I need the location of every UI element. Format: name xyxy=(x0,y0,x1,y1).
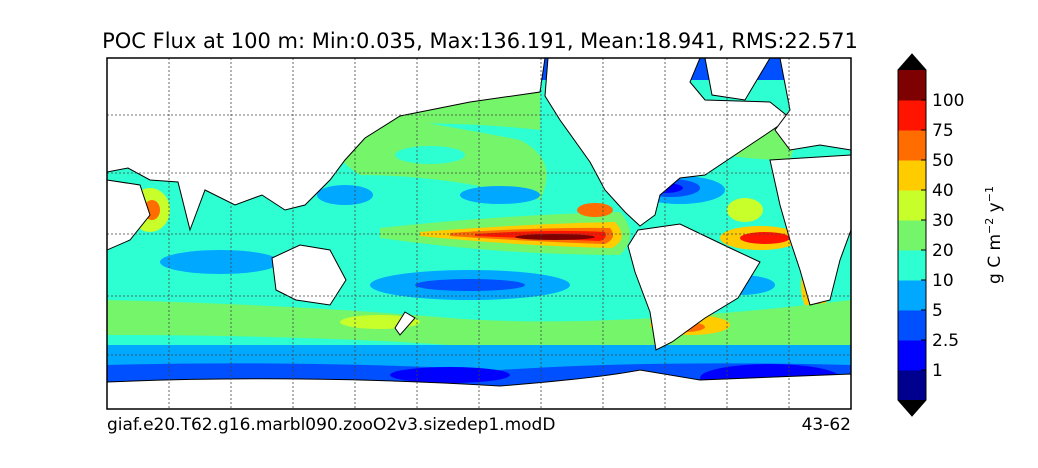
colorbar-label: g C m−2 y−1 xyxy=(983,186,1005,284)
case-name: giaf.e20.T62.g16.marbl090.zooO2v3.sizede… xyxy=(107,415,555,435)
land xyxy=(774,58,851,151)
land xyxy=(394,311,416,336)
land xyxy=(271,244,347,306)
land xyxy=(107,179,151,251)
graticule xyxy=(107,58,851,409)
colorbar-tick-label: 40 xyxy=(932,181,954,201)
colorbar-outline xyxy=(897,53,927,417)
extend-bottom xyxy=(898,400,926,416)
colorbar-tick-label: 5 xyxy=(932,301,943,321)
colorbar-tick-label: 50 xyxy=(932,151,954,171)
colorbar-band xyxy=(898,100,926,131)
colorbar-tick-label: 75 xyxy=(932,121,954,141)
colorbar-band xyxy=(898,310,926,341)
colorbar-band xyxy=(898,370,926,401)
field xyxy=(390,367,510,383)
field xyxy=(577,203,613,217)
field xyxy=(160,250,280,274)
title: POC Flux at 100 m: Min:0.035, Max:136.19… xyxy=(102,29,858,53)
colorbar-tick-label: 10 xyxy=(932,271,954,291)
colorbar-band xyxy=(898,280,926,311)
field xyxy=(727,198,763,222)
extend-top xyxy=(898,54,926,70)
field xyxy=(740,232,790,244)
year-range: 43-62 xyxy=(802,415,851,435)
colorbar-tick-label: 1 xyxy=(932,361,943,381)
colorbar-band xyxy=(898,70,926,101)
colorbar-tick-label: 30 xyxy=(932,211,954,231)
colorbar-tick-label: 20 xyxy=(932,241,954,261)
field xyxy=(395,146,465,164)
field xyxy=(515,234,595,240)
colorbar-tick-label: 100 xyxy=(932,91,964,111)
colorbar-band xyxy=(898,220,926,251)
colorbar-band xyxy=(898,250,926,281)
field xyxy=(317,185,373,205)
label-exponent: −1 xyxy=(983,186,996,202)
colorbar-band xyxy=(898,130,926,161)
land xyxy=(769,154,851,306)
field xyxy=(415,279,525,291)
map xyxy=(107,58,851,409)
land xyxy=(704,58,771,101)
field xyxy=(460,186,540,204)
label-part: g C m xyxy=(985,234,1005,284)
label-exponent: −2 xyxy=(983,218,996,234)
colorbar-band xyxy=(898,340,926,371)
map-frame xyxy=(106,57,852,410)
land xyxy=(544,58,791,227)
colorbar-band xyxy=(898,160,926,191)
colorbar-tick-label: 2.5 xyxy=(932,331,959,351)
colorbar: 1 2.5 5 10 20 30 40 50 75 100 xyxy=(897,53,964,417)
land xyxy=(107,58,546,232)
label-part: y xyxy=(985,202,1005,217)
colorbar-band xyxy=(898,190,926,221)
